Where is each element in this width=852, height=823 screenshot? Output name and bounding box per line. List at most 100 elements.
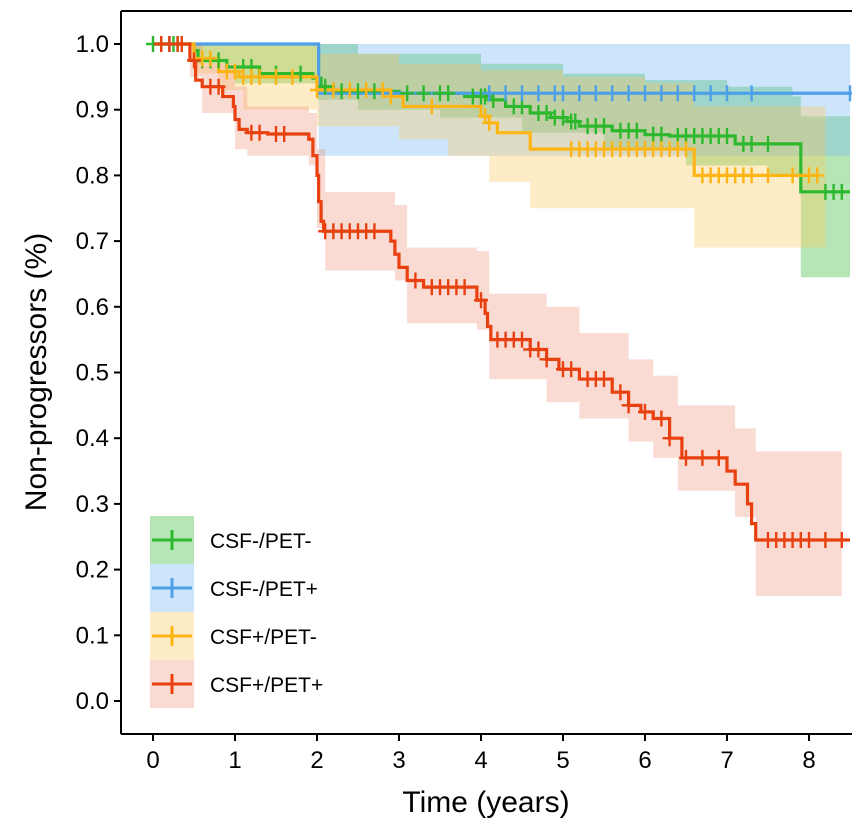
censor-mark-csfpos-petneg — [269, 68, 283, 85]
censor-mark-csfpos-petneg — [761, 167, 775, 184]
censor-mark-csfpos-petneg — [810, 167, 825, 184]
censor-mark-csfneg-petpos — [621, 85, 636, 102]
legend-label-csfpos-petpos: CSF+/PET+ — [210, 674, 323, 697]
x-tick-label: 2 — [310, 747, 323, 774]
y-tick-label: 0.5 — [76, 360, 109, 387]
censor-mark-csfpos-petneg — [252, 68, 267, 85]
y-tick-label: 0.6 — [76, 294, 109, 321]
censor-mark-csfneg-petpos — [572, 85, 587, 102]
censor-mark-csfneg-petneg — [351, 83, 365, 100]
censor-mark-csfneg-petpos — [703, 85, 718, 102]
censor-mark-csfpos-petneg — [679, 141, 693, 158]
legend-symbol-csfpos-petneg — [152, 626, 192, 646]
censor-mark-csfpos-petpos — [457, 279, 472, 296]
censor-mark-csfneg-petneg — [556, 109, 570, 126]
censor-mark-csfneg-petneg — [293, 65, 308, 82]
ci-band-csfpos-petpos — [153, 44, 842, 596]
censor-mark-csfneg-petneg — [334, 83, 349, 100]
censor-mark-csfneg-petneg — [568, 113, 583, 130]
y-tick-label: 0.0 — [76, 688, 109, 715]
x-axis-title: Time (years) — [402, 786, 569, 819]
censor-mark-csfpos-petneg — [383, 88, 398, 105]
censor-mark-csfneg-petpos — [654, 85, 669, 102]
y-tick-label: 0.2 — [76, 557, 109, 584]
censor-mark-csfpos-petpos — [597, 371, 611, 388]
censor-mark-csfneg-petneg — [416, 85, 431, 102]
censor-mark-csfneg-petpos — [588, 85, 603, 102]
censor-mark-csfpos-petneg — [375, 81, 390, 98]
censor-mark-csfpos-petpos — [408, 272, 423, 289]
censor-mark-csfneg-petneg — [744, 135, 759, 152]
censor-mark-csfneg-petpos — [687, 85, 702, 102]
censor-mark-csfneg-petneg — [761, 135, 775, 152]
censor-mark-csfpos-petpos — [211, 78, 226, 95]
censor-mark-csfpos-petpos — [564, 361, 579, 378]
legend: CSF-/PET- CSF-/PET+ CSF+/PET- CSF+/PET+ — [150, 516, 323, 708]
legend-label-csfneg-petpos: CSF-/PET+ — [210, 578, 318, 601]
censor-marks — [146, 36, 852, 549]
censor-mark-csfpos-petpos — [474, 292, 488, 309]
y-tick-label: 0.8 — [76, 162, 109, 189]
censor-mark-csfpos-petpos — [515, 331, 529, 348]
axes: 0.0 0.1 0.2 0.3 0.4 0.5 0.6 0.7 0.8 0.9 1.0 0 1 2 3 4 5 6… — [76, 10, 852, 774]
censor-mark-csfpos-petneg — [482, 114, 497, 131]
legend-symbol-csfpos-petpos — [152, 674, 192, 694]
censor-mark-csfpos-petpos — [711, 449, 726, 466]
censor-mark-csfneg-petneg — [539, 104, 554, 121]
censor-mark-csfpos-petpos — [613, 384, 628, 401]
y-tick-label: 0.9 — [76, 97, 109, 124]
censor-mark-csfpos-petneg — [228, 63, 242, 80]
y-tick-label: 1.0 — [76, 31, 109, 58]
x-tick-label: 3 — [392, 747, 405, 774]
censor-mark-csfpos-petpos — [818, 532, 833, 549]
censor-mark-csfneg-petpos — [531, 85, 546, 102]
censor-mark-csfpos-petneg — [359, 81, 374, 98]
censor-mark-csfpos-petpos — [654, 410, 669, 427]
confidence-bands — [153, 44, 850, 596]
censor-mark-csfpos-petneg — [424, 98, 439, 115]
censor-mark-csfpos-petpos — [662, 430, 677, 447]
censor-mark-csfneg-petpos — [556, 85, 570, 102]
censor-mark-csfneg-petneg — [597, 118, 611, 135]
ci-band-csfpos-petneg — [153, 44, 826, 248]
censor-mark-csfneg-petpos — [720, 85, 734, 102]
censor-mark-csfpos-petneg — [285, 68, 300, 85]
censor-mark-csfneg-petneg — [318, 78, 333, 95]
censor-mark-csfpos-petneg — [310, 81, 324, 98]
censor-mark-csfpos-petpos — [695, 449, 710, 466]
legend-symbol-csfneg-petneg — [152, 530, 192, 550]
censor-mark-csfpos-petpos — [539, 351, 554, 368]
censor-mark-csfneg-petpos — [744, 85, 759, 102]
censor-mark-csfneg-petpos — [605, 85, 620, 102]
censor-mark-csfneg-petneg — [211, 52, 226, 69]
censor-mark-csfneg-petpos — [515, 85, 529, 102]
x-tick-label: 7 — [720, 747, 733, 774]
x-tick-label: 0 — [146, 747, 159, 774]
censor-mark-csfpos-petpos — [367, 223, 382, 240]
curve-csfpos-petneg — [153, 42, 818, 177]
censor-mark-csfpos-petpos — [834, 532, 849, 549]
y-tick-label: 0.7 — [76, 228, 109, 255]
censor-mark-csfpos-petpos — [531, 341, 546, 358]
y-axis-title: Non-progressors (%) — [20, 233, 53, 511]
censor-mark-csfneg-petneg — [441, 85, 456, 102]
censor-mark-csfneg-petpos — [670, 85, 685, 102]
y-tick-label: 0.3 — [76, 491, 109, 518]
censor-mark-csfneg-petpos — [498, 85, 513, 102]
censor-mark-csfpos-petneg — [785, 167, 800, 184]
y-tick-label: 0.1 — [76, 622, 109, 649]
censor-mark-csfpos-petpos — [277, 126, 292, 143]
censor-mark-csfneg-petneg — [654, 126, 669, 143]
censor-mark-csfpos-petpos — [621, 397, 636, 414]
legend-label-csfpos-petneg: CSF+/PET- — [210, 626, 317, 649]
censor-mark-csfneg-petpos — [638, 85, 652, 102]
censor-mark-csfpos-petpos — [638, 403, 652, 420]
censor-mark-csfpos-petneg — [326, 81, 341, 98]
legend-symbol-csfneg-petpos — [152, 578, 192, 598]
censor-mark-csfneg-petneg — [367, 83, 382, 100]
censor-mark-csfpos-petpos — [679, 449, 693, 466]
x-tick-label: 1 — [228, 747, 241, 774]
y-tick-label: 0.4 — [76, 425, 109, 452]
censor-mark-csfpos-petpos — [802, 532, 816, 549]
